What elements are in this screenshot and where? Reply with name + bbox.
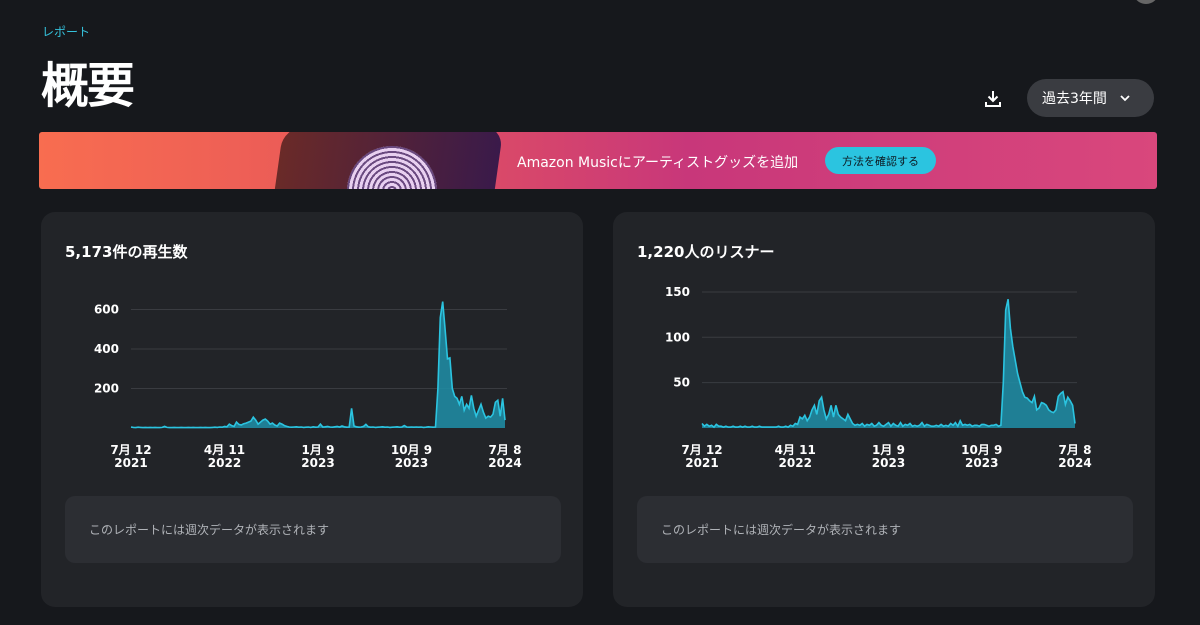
learn-how-button[interactable]: 方法を確認する xyxy=(825,147,936,174)
x-tick-label: 1月 9 xyxy=(302,443,335,457)
x-tick-year: 2024 xyxy=(1058,456,1091,470)
y-tick-label: 400 xyxy=(94,342,119,356)
weekly-data-note: このレポートには週次データが表示されます xyxy=(637,496,1133,563)
x-tick-year: 2021 xyxy=(114,456,147,470)
x-tick-label: 10月 9 xyxy=(961,443,1002,457)
x-tick-year: 2022 xyxy=(779,456,812,470)
listeners-title: 1,220人のリスナー xyxy=(637,243,775,261)
download-button[interactable] xyxy=(982,88,1004,110)
x-tick-label: 7月 8 xyxy=(1059,443,1092,457)
x-tick-label: 1月 9 xyxy=(872,443,905,457)
date-range-value: 過去3年間 xyxy=(1042,91,1107,107)
x-tick-label: 7月 8 xyxy=(489,443,522,457)
x-tick-year: 2023 xyxy=(301,456,334,470)
breadcrumb-reports[interactable]: レポート xyxy=(42,25,91,39)
date-range-select[interactable]: 過去3年間 xyxy=(1027,79,1154,117)
x-tick-year: 2021 xyxy=(685,456,718,470)
plays-title: 5,173件の再生数 xyxy=(65,243,188,261)
area-fill xyxy=(131,301,505,428)
x-tick-year: 2023 xyxy=(872,456,905,470)
y-tick-label: 100 xyxy=(665,330,690,344)
series-line xyxy=(130,301,506,429)
series-line xyxy=(701,299,1076,429)
x-tick-label: 4月 11 xyxy=(775,443,816,457)
x-tick-year: 2023 xyxy=(965,456,998,470)
y-tick-label: 150 xyxy=(665,285,690,299)
x-tick-label: 7月 12 xyxy=(110,443,151,457)
x-tick-label: 7月 12 xyxy=(681,443,722,457)
y-tick-label: 600 xyxy=(94,303,119,317)
download-icon xyxy=(985,91,1001,107)
weekly-data-note: このレポートには週次データが表示されます xyxy=(65,496,561,563)
avatar[interactable] xyxy=(1133,0,1159,4)
x-tick-year: 2023 xyxy=(395,456,428,470)
listeners-card: 1,220人のリスナー 50 100 150 7月 12 2021 4月 11 2022 1月… xyxy=(613,212,1155,607)
banner-text: Amazon Musicにアーティストグッズを追加 xyxy=(517,155,799,171)
x-tick-year: 2024 xyxy=(488,456,521,470)
y-tick-label: 200 xyxy=(94,382,119,396)
merch-banner[interactable]: Amazon Musicにアーティストグッズを追加 方法を確認する xyxy=(39,132,1157,189)
x-tick-year: 2022 xyxy=(208,456,241,470)
x-tick-label: 10月 9 xyxy=(391,443,432,457)
area-fill xyxy=(702,299,1075,428)
plays-card: 5,173件の再生数 200 400 600 7月 12 2021 4月 11 2022 1月… xyxy=(41,212,583,607)
y-tick-label: 50 xyxy=(673,376,690,390)
x-tick-label: 4月 11 xyxy=(204,443,245,457)
page-title: 概要 xyxy=(41,58,135,114)
chevron-down-icon xyxy=(1120,95,1130,102)
